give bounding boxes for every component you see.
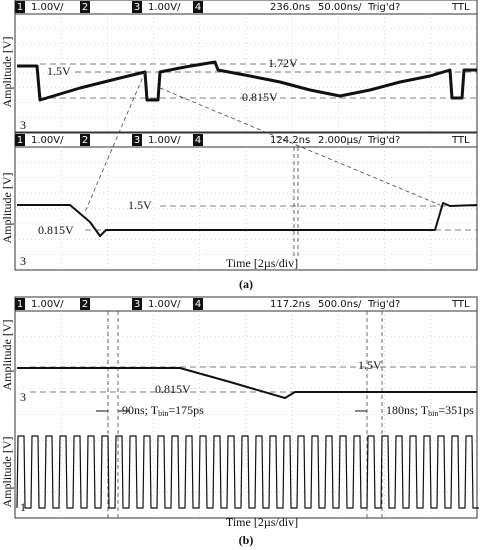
level-label: 1.72V bbox=[268, 56, 298, 70]
scope-frame bbox=[14, 0, 478, 133]
y-axis-label: Amplitude [V] bbox=[0, 37, 14, 108]
channel-number: 4 bbox=[195, 2, 201, 13]
annotation: 180ns; Tbin=351ps bbox=[386, 403, 474, 418]
channel-marker: 3 bbox=[20, 390, 26, 404]
headers: 1 1.00V/2 3 1.00V/4 236.0ns 50.00ns/Trig'd? TT… bbox=[15, 1, 470, 310]
waveform bbox=[17, 367, 477, 399]
y-axis-label: Amplitude [V] bbox=[0, 173, 14, 244]
header-text: 50.00ns/ bbox=[318, 2, 362, 13]
header-text: 1.00V/ bbox=[31, 299, 64, 310]
scope-frame bbox=[14, 132, 478, 271]
channel-box bbox=[15, 1, 25, 13]
channel-number: 1 bbox=[17, 299, 23, 310]
channel-box bbox=[15, 298, 25, 310]
header-text: TTL bbox=[451, 2, 470, 13]
header-text: Trig'd? bbox=[367, 2, 400, 13]
header-text: 1.00V/ bbox=[31, 135, 64, 146]
x-axis-label: Time [2µs/div] bbox=[226, 256, 298, 270]
channel-marker: 1 bbox=[20, 500, 26, 514]
channel-number: 1 bbox=[17, 2, 23, 13]
channel-number: 4 bbox=[195, 299, 201, 310]
header-text: Trig'd? bbox=[367, 299, 400, 310]
header-text: 124.2ns bbox=[270, 135, 310, 146]
channel-number: 1 bbox=[17, 135, 23, 146]
channel-box bbox=[193, 298, 203, 310]
graticule bbox=[15, 14, 477, 518]
channel-box bbox=[80, 134, 90, 146]
channel-number: 2 bbox=[82, 2, 88, 13]
channel-box bbox=[193, 1, 203, 13]
header-text: 1.00V/ bbox=[31, 2, 64, 13]
header-text: 236.0ns bbox=[270, 2, 310, 13]
level-label: 0.815V bbox=[155, 382, 191, 396]
caption: (a) bbox=[239, 277, 253, 291]
channel-box bbox=[193, 134, 203, 146]
channel-number: 3 bbox=[134, 135, 140, 146]
channel-number: 2 bbox=[82, 135, 88, 146]
channel-box bbox=[80, 298, 90, 310]
level-label: 0.815V bbox=[38, 223, 74, 237]
zoom-line bbox=[84, 71, 146, 213]
level-label: 1.5V bbox=[128, 198, 152, 212]
channel-marker: 3 bbox=[20, 254, 26, 268]
channel-box bbox=[132, 134, 142, 146]
scope-frame bbox=[14, 296, 478, 519]
channel-box bbox=[132, 298, 142, 310]
waveform bbox=[17, 202, 478, 237]
header-text: 117.2ns bbox=[270, 299, 310, 310]
header-text: 1.00V/ bbox=[148, 2, 181, 13]
channel-number: 3 bbox=[134, 2, 140, 13]
x-axis-label: Time [2µs/div] bbox=[226, 515, 298, 529]
header-text: 500.0ns/ bbox=[318, 299, 362, 310]
header-text: TTL bbox=[451, 135, 470, 146]
level-label: 1.5V bbox=[358, 358, 382, 372]
header-text: 2.000µs/ bbox=[318, 135, 362, 146]
channel-number: 3 bbox=[134, 299, 140, 310]
channel-number: 2 bbox=[82, 299, 88, 310]
header-text: Trig'd? bbox=[367, 135, 400, 146]
level-label: 0.815V bbox=[242, 90, 278, 104]
header-text: TTL bbox=[451, 299, 470, 310]
channel-marker: 3 bbox=[20, 118, 26, 132]
waveform bbox=[17, 60, 477, 102]
zoom-line bbox=[159, 87, 441, 206]
y-axis-label: Amplitude [V] bbox=[0, 320, 14, 391]
caption: (b) bbox=[239, 533, 254, 547]
waveform bbox=[16, 435, 479, 509]
channel-box bbox=[132, 1, 142, 13]
channel-box bbox=[80, 1, 90, 13]
channel-box bbox=[15, 134, 25, 146]
channel-number: 4 bbox=[195, 135, 201, 146]
header-text: 1.00V/ bbox=[148, 299, 181, 310]
y-axis-label: Amplitude [V] bbox=[0, 437, 14, 508]
level-label: 1.5V bbox=[47, 64, 71, 78]
annotation: 90ns; Tbin=175ps bbox=[122, 403, 204, 418]
header-text: 1.00V/ bbox=[148, 135, 181, 146]
